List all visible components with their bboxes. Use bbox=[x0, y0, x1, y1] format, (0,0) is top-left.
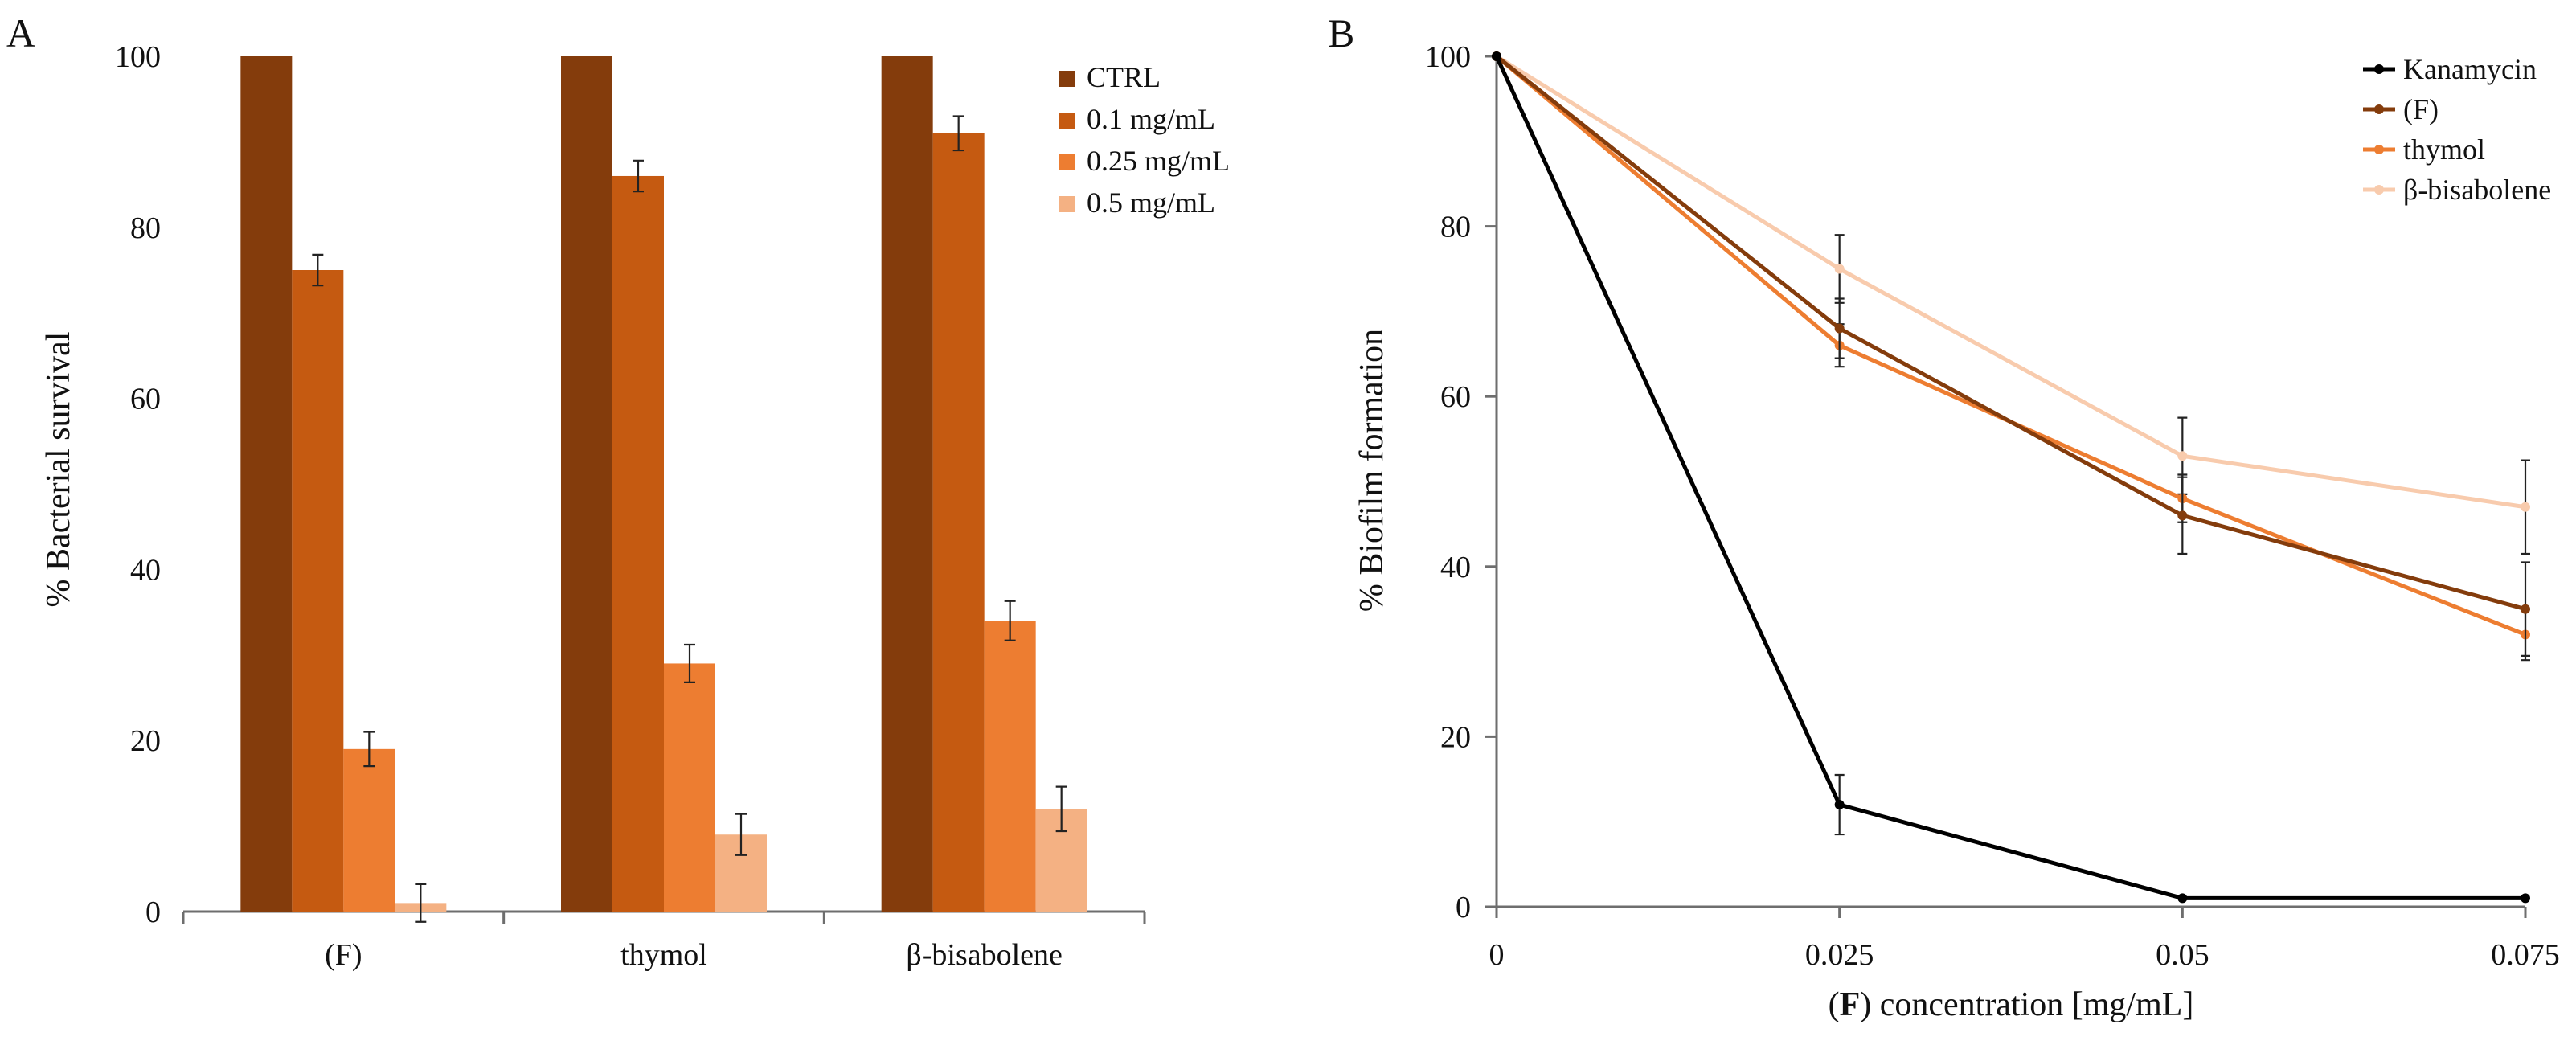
panel-a-bar-chart: A % Bacterial survival 0 20 40 60 80 100 (F) t… bbox=[6, 10, 1230, 972]
panel-b-x-tick-label: 0 bbox=[1489, 938, 1505, 972]
legend-swatch-0-25-mg-ml bbox=[1059, 154, 1075, 170]
error-bar-0-25-mg-ml-thymol bbox=[684, 643, 695, 683]
error-bar-0-25-mg-ml-bisabolene bbox=[1004, 600, 1016, 641]
point-f-3 bbox=[2521, 604, 2530, 614]
line-kanamycin bbox=[1494, 55, 2525, 900]
panel-b-x-tick-label: 0.05 bbox=[2156, 938, 2209, 972]
bar-0-1-mg-ml-f bbox=[292, 270, 344, 912]
bar-0-25-mg-ml-f bbox=[343, 748, 395, 912]
panel-b-y-ticks: 0 20 40 60 80 100 bbox=[1425, 40, 1497, 924]
bar-ctrl-f bbox=[240, 56, 293, 912]
panel-a-y-tick-label: 100 bbox=[115, 40, 161, 74]
panel-a-legend: CTRL 0.1 mg/mL 0.25 mg/mL 0.5 mg/mL bbox=[1059, 61, 1230, 219]
panel-b-x-axis-title: (F) concentration [mg/mL] bbox=[1829, 986, 2194, 1023]
panel-b-y-tick-label: 80 bbox=[1440, 211, 1471, 244]
panel-b-x-tick-label: 0.075 bbox=[2491, 938, 2560, 972]
panel-a-y-tick-label: 20 bbox=[130, 724, 161, 758]
legend-marker-thymol bbox=[2374, 145, 2384, 154]
bar-0-25-mg-ml-thymol bbox=[664, 663, 715, 912]
panel-a-y-tick-label: 40 bbox=[130, 553, 161, 587]
legend-swatch-0-5-mg-ml bbox=[1059, 196, 1075, 212]
legend-label-bisabolene: β-bisabolene bbox=[2403, 174, 2551, 206]
panel-b-x-tick-label: 0.025 bbox=[1805, 938, 1874, 972]
bar-0-1-mg-ml-bisabolene bbox=[932, 133, 985, 912]
point-kanamycin-2 bbox=[2177, 893, 2188, 904]
panel-b-y-tick-label: 20 bbox=[1440, 720, 1471, 754]
legend-marker-f bbox=[2374, 104, 2384, 114]
legend-label-f: (F) bbox=[2403, 93, 2439, 125]
error-bar-0-5-mg-ml-f bbox=[415, 883, 427, 923]
bar-ctrl-thymol bbox=[561, 56, 612, 912]
point-kanamycin-0 bbox=[1492, 51, 1501, 61]
bar-0-1-mg-ml-thymol bbox=[612, 175, 664, 912]
panel-a-category-label: (F) bbox=[325, 938, 362, 972]
panel-b-x-ticks: 0 0.025 0.05 0.075 bbox=[1489, 907, 2560, 972]
point-bisabolene-2 bbox=[2177, 451, 2188, 461]
panel-b-line-chart: B % Biofilm formation (F) concentration … bbox=[1328, 10, 2560, 1023]
panel-b-x-axis-title-bold: F bbox=[1840, 986, 1861, 1023]
error-bar-0-5-mg-ml-thymol bbox=[735, 813, 747, 856]
panel-a-category-label: thymol bbox=[620, 938, 707, 972]
panel-b-y-axis-title: % Biofilm formation bbox=[1354, 329, 1390, 612]
panel-a-y-ticks: 0 20 40 60 80 100 bbox=[115, 40, 161, 929]
legend-marker-bisabolene bbox=[2374, 185, 2384, 195]
error-bar-0-5-mg-ml-bisabolene bbox=[1055, 785, 1067, 833]
panel-a-y-axis-title: % Bacterial survival bbox=[40, 332, 77, 608]
legend-label-ctrl: CTRL bbox=[1087, 61, 1161, 93]
panel-b-lines bbox=[1492, 51, 2530, 904]
error-bar-0-25-mg-ml-f bbox=[363, 731, 375, 768]
panel-a-bars bbox=[240, 56, 1087, 923]
panel-b-y-tick-label: 40 bbox=[1440, 551, 1471, 584]
bar-ctrl-bisabolene bbox=[881, 56, 933, 912]
legend-label-kanamycin: Kanamycin bbox=[2403, 53, 2537, 85]
line-f bbox=[1495, 55, 2526, 612]
legend-label-thymol: thymol bbox=[2403, 133, 2485, 166]
legend-label-0-5-mg-ml: 0.5 mg/mL bbox=[1087, 186, 1215, 219]
panel-a-x-ticks: (F) thymol β-bisabolene bbox=[182, 912, 1146, 972]
point-kanamycin-3 bbox=[2521, 893, 2530, 904]
panel-a-label: A bbox=[6, 10, 35, 55]
bar-0-25-mg-ml-bisabolene bbox=[984, 621, 1036, 912]
panel-a-y-tick-label: 0 bbox=[145, 895, 161, 929]
legend-swatch-ctrl bbox=[1059, 71, 1075, 87]
point-bisabolene-1 bbox=[1834, 264, 1845, 274]
panel-b-x-axis-title-close: ) bbox=[1860, 986, 1871, 1023]
panel-a-category-label: β-bisabolene bbox=[906, 938, 1063, 972]
error-bar-0-1-mg-ml-bisabolene bbox=[952, 115, 964, 152]
panel-b-y-tick-label: 100 bbox=[1425, 40, 1471, 74]
point-f-1 bbox=[1834, 323, 1845, 334]
panel-b-x-axis-title-open: ( bbox=[1829, 986, 1840, 1023]
line-thymol bbox=[1495, 55, 2526, 637]
panel-b-y-tick-label: 0 bbox=[1456, 891, 1471, 924]
legend-marker-kanamycin bbox=[2374, 64, 2384, 74]
point-bisabolene-3 bbox=[2521, 502, 2530, 512]
legend-label-0-25-mg-ml: 0.25 mg/mL bbox=[1087, 145, 1230, 177]
panel-b-x-axis-title-rest: concentration [mg/mL] bbox=[1871, 986, 2193, 1023]
legend-swatch-0-1-mg-ml bbox=[1059, 113, 1075, 129]
panel-b-label: B bbox=[1328, 10, 1354, 55]
panel-a-y-tick-label: 60 bbox=[130, 383, 161, 416]
point-kanamycin-1 bbox=[1834, 800, 1845, 810]
error-bar-0-1-mg-ml-f bbox=[312, 253, 324, 287]
panel-b-legend: Kanamycin (F) thymol β-bisabolene bbox=[2363, 53, 2551, 206]
point-f-2 bbox=[2177, 510, 2188, 521]
legend-label-0-1-mg-ml: 0.1 mg/mL bbox=[1087, 103, 1215, 135]
line-bisabolene bbox=[1495, 54, 2526, 510]
panel-a-y-tick-label: 80 bbox=[130, 211, 161, 245]
panel-b-y-tick-label: 60 bbox=[1440, 380, 1471, 414]
error-bar-0-1-mg-ml-thymol bbox=[633, 159, 644, 193]
